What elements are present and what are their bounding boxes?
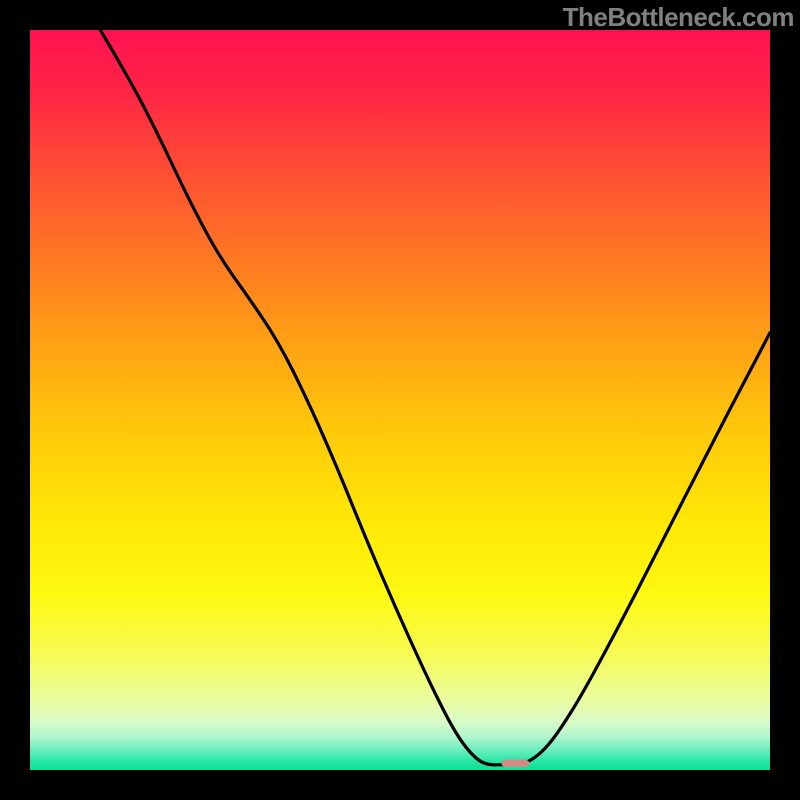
chart-container: TheBottleneck.com bbox=[0, 0, 800, 800]
bottleneck-chart bbox=[30, 30, 770, 770]
watermark-label: TheBottleneck.com bbox=[563, 2, 794, 33]
gradient-background bbox=[30, 30, 770, 770]
optimum-marker bbox=[501, 760, 529, 767]
